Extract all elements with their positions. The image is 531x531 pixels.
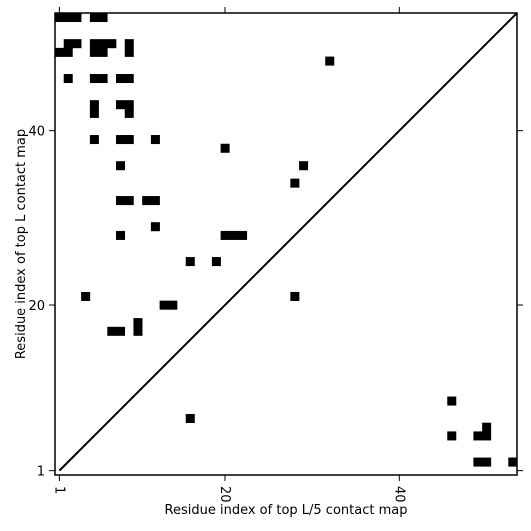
contact-cell-top-L: [238, 230, 248, 240]
contact-cell-top-L: [124, 47, 134, 57]
contact-cell-top-L: [81, 291, 91, 301]
contact-cell-top-L: [98, 74, 108, 84]
diagonal-line: [58, 12, 518, 472]
contact-cell-top-L: [290, 291, 300, 301]
contact-cell-top-L5: [508, 457, 518, 467]
contact-cell-top-L5: [482, 457, 492, 467]
contact-cell-top-L: [116, 100, 126, 110]
x-tick-label: 20: [217, 486, 232, 503]
plot-frame: [54, 12, 518, 476]
contact-cell-top-L: [107, 326, 117, 336]
x-axis-label: Residue index of top L/5 contact map: [165, 503, 408, 518]
contact-cell-top-L: [124, 135, 134, 145]
contact-cell-top-L: [168, 300, 178, 310]
y-axis-label: Residue index of top L contact map: [14, 129, 29, 359]
contact-cell-top-L5: [447, 431, 457, 441]
contact-cell-top-L: [55, 47, 65, 57]
contact-cell-top-L5: [473, 431, 483, 441]
contact-cell-top-L: [220, 143, 230, 153]
contact-cell-top-L: [107, 39, 117, 49]
y-tick-label: 40: [28, 125, 45, 140]
contact-cell-top-L: [89, 13, 99, 23]
contact-cell-top-L: [89, 47, 99, 57]
x-tick-label: 40: [391, 486, 406, 503]
contact-cell-top-L: [116, 230, 126, 240]
contact-cell-top-L: [98, 13, 108, 23]
contact-cell-top-L: [116, 135, 126, 145]
contact-cell-top-L: [63, 47, 73, 57]
contact-cell-top-L: [89, 100, 99, 110]
contact-cell-top-L5: [482, 431, 492, 441]
contact-cell-top-L: [89, 74, 99, 84]
contact-cell-top-L: [290, 178, 300, 188]
contact-cell-top-L: [211, 257, 221, 267]
contact-cell-top-L5: [185, 413, 195, 423]
contact-cell-top-L: [116, 196, 126, 206]
y-tick-label: 20: [28, 299, 45, 314]
contact-cell-top-L: [63, 39, 73, 49]
contact-cell-top-L: [133, 326, 143, 336]
contact-cell-top-L: [98, 39, 108, 49]
contact-cell-top-L: [185, 257, 195, 267]
y-tick-label: 1: [37, 465, 45, 480]
contact-cell-top-L: [55, 13, 65, 23]
contact-cell-top-L: [63, 74, 73, 84]
contact-cell-top-L: [124, 74, 134, 84]
contact-cell-top-L: [72, 39, 82, 49]
contact-cell-top-L: [150, 135, 160, 145]
axis-ticks: 1 20 40 1 20 40: [28, 7, 523, 503]
contact-cell-top-L: [124, 108, 134, 118]
contact-cell-top-L: [72, 13, 82, 23]
contact-cell-top-L: [325, 56, 335, 66]
contact-cells: [55, 13, 518, 467]
contact-cell-top-L: [150, 222, 160, 232]
contact-cell-top-L5: [473, 457, 483, 467]
contact-cell-top-L: [89, 108, 99, 118]
contact-cell-top-L: [124, 100, 134, 110]
contact-cell-top-L: [133, 318, 143, 328]
contact-cell-top-L: [116, 161, 126, 171]
contact-cell-top-L: [229, 230, 239, 240]
contact-cell-top-L: [116, 74, 126, 84]
contact-cell-top-L: [89, 135, 99, 145]
contact-cell-top-L: [124, 196, 134, 206]
contact-cell-top-L: [220, 230, 230, 240]
contact-cell-top-L: [89, 39, 99, 49]
x-tick-label: 1: [51, 486, 66, 494]
contact-cell-top-L: [159, 300, 169, 310]
contact-cell-top-L: [142, 196, 152, 206]
contact-cell-top-L: [63, 13, 73, 23]
contact-cell-top-L: [150, 196, 160, 206]
contact-cell-top-L: [98, 47, 108, 57]
contact-cell-top-L5: [447, 396, 457, 406]
contact-cell-top-L: [116, 326, 126, 336]
contact-cell-top-L: [299, 161, 309, 171]
contact-cell-top-L: [124, 39, 134, 49]
contact-cell-top-L5: [482, 422, 492, 432]
